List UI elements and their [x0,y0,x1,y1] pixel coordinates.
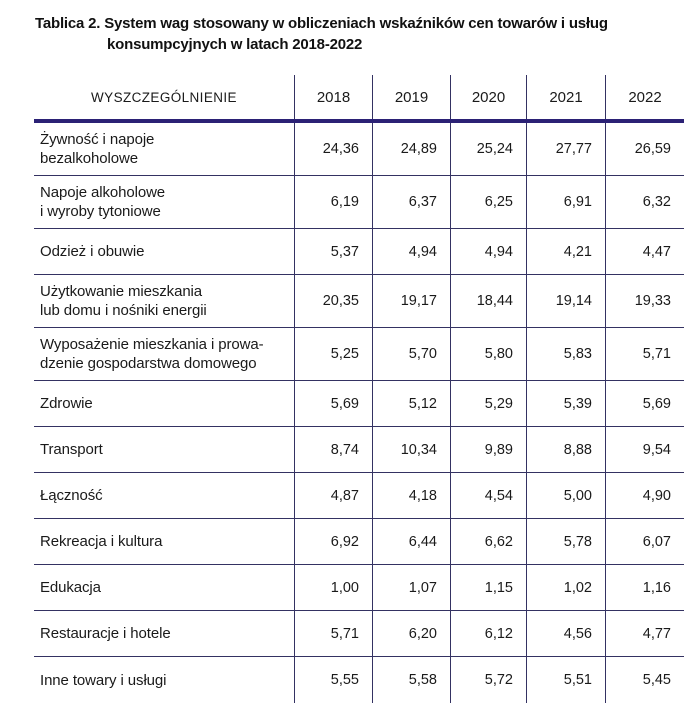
value-cell-2020: 4,54 [450,473,526,518]
row-label: Odzież i obuwie [40,243,145,260]
weights-table: WYSZCZEGÓLNIENIE 2018 2019 2020 2021 202… [34,75,684,703]
value-cell-2022: 1,16 [605,565,684,610]
table-title-line-2: konsumpcyjnych w latach 2018-2022 [107,36,363,53]
value-cell-2022: 4,77 [605,611,684,656]
table-row: Łączność 4,87 4,18 4,54 5,00 4,90 [34,473,684,519]
value-cell-2020: 18,44 [450,275,526,327]
row-label: Wyposażenie mieszkania i prowa- dzenie g… [40,336,264,372]
value-cell-2021: 19,14 [526,275,605,327]
value-cell-2020: 6,12 [450,611,526,656]
column-header-2022: 2022 [605,75,684,119]
value-cell-2021: 5,83 [526,328,605,380]
table-row: Rekreacja i kultura 6,92 6,44 6,62 5,78 … [34,519,684,565]
value-cell-2018: 5,37 [294,229,372,274]
table-row: Wyposażenie mieszkania i prowa- dzenie g… [34,328,684,381]
value-cell-2020: 6,25 [450,176,526,228]
table-row: Żywność i napoje bezalkoholowe 24,36 24,… [34,123,684,176]
row-label: Transport [40,441,103,458]
value-cell-2019: 5,12 [372,381,450,426]
table-row: Inne towary i usługi 5,55 5,58 5,72 5,51… [34,657,684,703]
value-cell-2022: 6,32 [605,176,684,228]
value-cell-2022: 9,54 [605,427,684,472]
value-cell-2018: 8,74 [294,427,372,472]
value-cell-2021: 5,39 [526,381,605,426]
value-cell-2021: 5,00 [526,473,605,518]
row-label: Napoje alkoholowe i wyroby tytoniowe [40,184,166,220]
row-label: Łączność [40,487,103,504]
column-header-2018: 2018 [294,75,372,119]
row-label: Zdrowie [40,395,93,412]
value-cell-2019: 10,34 [372,427,450,472]
table-row: Odzież i obuwie 5,37 4,94 4,94 4,21 4,47 [34,229,684,275]
table-row: Napoje alkoholowe i wyroby tytoniowe 6,1… [34,176,684,229]
value-cell-2018: 4,87 [294,473,372,518]
value-cell-2019: 5,70 [372,328,450,380]
value-cell-2019: 4,18 [372,473,450,518]
row-label: Rekreacja i kultura [40,533,163,550]
value-cell-2018: 6,92 [294,519,372,564]
value-cell-2018: 5,69 [294,381,372,426]
value-cell-2019: 4,94 [372,229,450,274]
value-cell-2018: 20,35 [294,275,372,327]
value-cell-2022: 26,59 [605,123,684,175]
value-cell-2021: 5,51 [526,657,605,703]
value-cell-2020: 4,94 [450,229,526,274]
value-cell-2018: 5,71 [294,611,372,656]
table-body: Żywność i napoje bezalkoholowe 24,36 24,… [34,123,684,703]
table-row: Edukacja 1,00 1,07 1,15 1,02 1,16 [34,565,684,611]
value-cell-2022: 19,33 [605,275,684,327]
value-cell-2019: 6,37 [372,176,450,228]
value-cell-2018: 24,36 [294,123,372,175]
value-cell-2019: 5,58 [372,657,450,703]
value-cell-2019: 1,07 [372,565,450,610]
value-cell-2019: 6,44 [372,519,450,564]
row-label: Edukacja [40,579,101,596]
value-cell-2021: 1,02 [526,565,605,610]
value-cell-2020: 9,89 [450,427,526,472]
column-header-specification: WYSZCZEGÓLNIENIE [91,89,237,105]
value-cell-2018: 1,00 [294,565,372,610]
value-cell-2018: 5,55 [294,657,372,703]
table-row: Użytkowanie mieszkania lub domu i nośnik… [34,275,684,328]
value-cell-2020: 5,72 [450,657,526,703]
column-header-2019: 2019 [372,75,450,119]
value-cell-2021: 4,56 [526,611,605,656]
value-cell-2020: 6,62 [450,519,526,564]
value-cell-2021: 27,77 [526,123,605,175]
value-cell-2021: 5,78 [526,519,605,564]
row-label: Użytkowanie mieszkania lub domu i nośnik… [40,283,207,319]
table-row: Transport 8,74 10,34 9,89 8,88 9,54 [34,427,684,473]
table-row: Zdrowie 5,69 5,12 5,29 5,39 5,69 [34,381,684,427]
table-title-line-1: Tablica 2. System wag stosowany w oblicz… [35,15,608,32]
value-cell-2018: 6,19 [294,176,372,228]
column-header-2020: 2020 [450,75,526,119]
value-cell-2020: 25,24 [450,123,526,175]
value-cell-2021: 6,91 [526,176,605,228]
page-title: Tablica 2. System wag stosowany w oblicz… [0,0,686,55]
value-cell-2020: 5,80 [450,328,526,380]
row-label: Żywność i napoje bezalkoholowe [40,131,155,167]
value-cell-2022: 4,47 [605,229,684,274]
value-cell-2022: 4,90 [605,473,684,518]
value-cell-2019: 24,89 [372,123,450,175]
table-row: Restauracje i hotele 5,71 6,20 6,12 4,56… [34,611,684,657]
row-label: Inne towary i usługi [40,671,167,689]
value-cell-2021: 4,21 [526,229,605,274]
value-cell-2021: 8,88 [526,427,605,472]
value-cell-2019: 19,17 [372,275,450,327]
value-cell-2018: 5,25 [294,328,372,380]
value-cell-2020: 5,29 [450,381,526,426]
value-cell-2022: 5,45 [605,657,684,703]
value-cell-2020: 1,15 [450,565,526,610]
value-cell-2022: 5,71 [605,328,684,380]
column-header-2021: 2021 [526,75,605,119]
value-cell-2022: 6,07 [605,519,684,564]
value-cell-2019: 6,20 [372,611,450,656]
table-header-row: WYSZCZEGÓLNIENIE 2018 2019 2020 2021 202… [34,75,684,123]
value-cell-2022: 5,69 [605,381,684,426]
row-label: Restauracje i hotele [40,625,171,642]
